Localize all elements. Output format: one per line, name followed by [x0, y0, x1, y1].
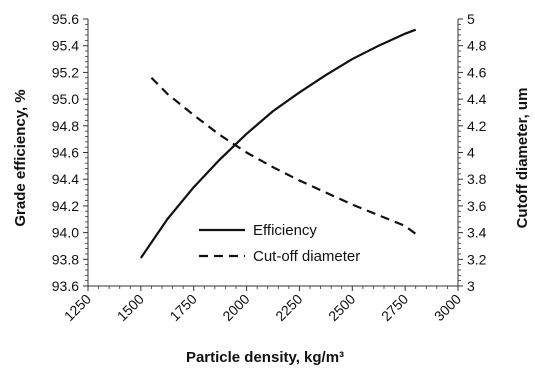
x-tick-label: 2500	[325, 291, 358, 324]
y-left-tick-label: 94.2	[52, 198, 79, 214]
series-lines	[139, 28, 417, 259]
y-axis-left-title: Grade efficiency, %	[12, 89, 29, 226]
y-right-tick-label: 3.8	[467, 171, 487, 187]
y-left-tick-label: 94.0	[52, 225, 79, 241]
series-line-efficiency	[139, 28, 417, 259]
axes	[87, 19, 459, 287]
legend-label-efficiency: Efficiency	[253, 222, 317, 239]
y-right-tick-label: 3	[467, 278, 475, 294]
y-left-tick-label: 95.2	[52, 64, 79, 80]
y-right-tick-label: 3.6	[467, 198, 487, 214]
y-left-tick-label: 95.0	[52, 91, 79, 107]
y-left-tick-label: 94.4	[52, 171, 79, 187]
legend: Efficiency Cut-off diameter	[199, 222, 360, 265]
y-left-tick-label: 93.6	[52, 278, 79, 294]
series-line-cutoff-diameter	[150, 76, 417, 235]
x-tick-label: 2000	[219, 291, 252, 324]
y-right-tick-label: 3.2	[467, 251, 487, 267]
x-tick-label: 3000	[431, 291, 464, 324]
y-right-tick-label: 3.4	[467, 225, 487, 241]
y-left-tick-label: 94.6	[52, 145, 79, 161]
ticks: 93.6 93.8 94.0 94.2 94.4 94.6 94.8 95.0 95.2 95.4…	[52, 11, 487, 324]
y-right-tick-label: 4.8	[467, 38, 487, 54]
y-axis-right-title: Cutoff diameter, um	[514, 88, 531, 229]
y-left-tick-label: 93.8	[52, 251, 79, 267]
x-tick-label: 2250	[272, 291, 305, 324]
x-tick-label: 2750	[378, 291, 411, 324]
x-tick-label: 1500	[114, 291, 147, 324]
x-tick-label: 1250	[61, 291, 94, 324]
y-right-tick-label: 4.2	[467, 118, 487, 134]
legend-label-cutoff-diameter: Cut-off diameter	[253, 248, 360, 265]
y-left-tick-label: 94.8	[52, 118, 79, 134]
y-right-tick-label: 5	[467, 11, 475, 27]
y-left-tick-label: 95.6	[52, 11, 79, 27]
y-left-tick-label: 95.4	[52, 38, 79, 54]
x-axis-title: Particle density, kg/m³	[186, 349, 344, 366]
y-right-tick-label: 4.6	[467, 64, 487, 80]
y-right-tick-label: 4	[467, 145, 475, 161]
x-tick-label: 1750	[166, 291, 199, 324]
y-right-tick-label: 4.4	[467, 91, 487, 107]
